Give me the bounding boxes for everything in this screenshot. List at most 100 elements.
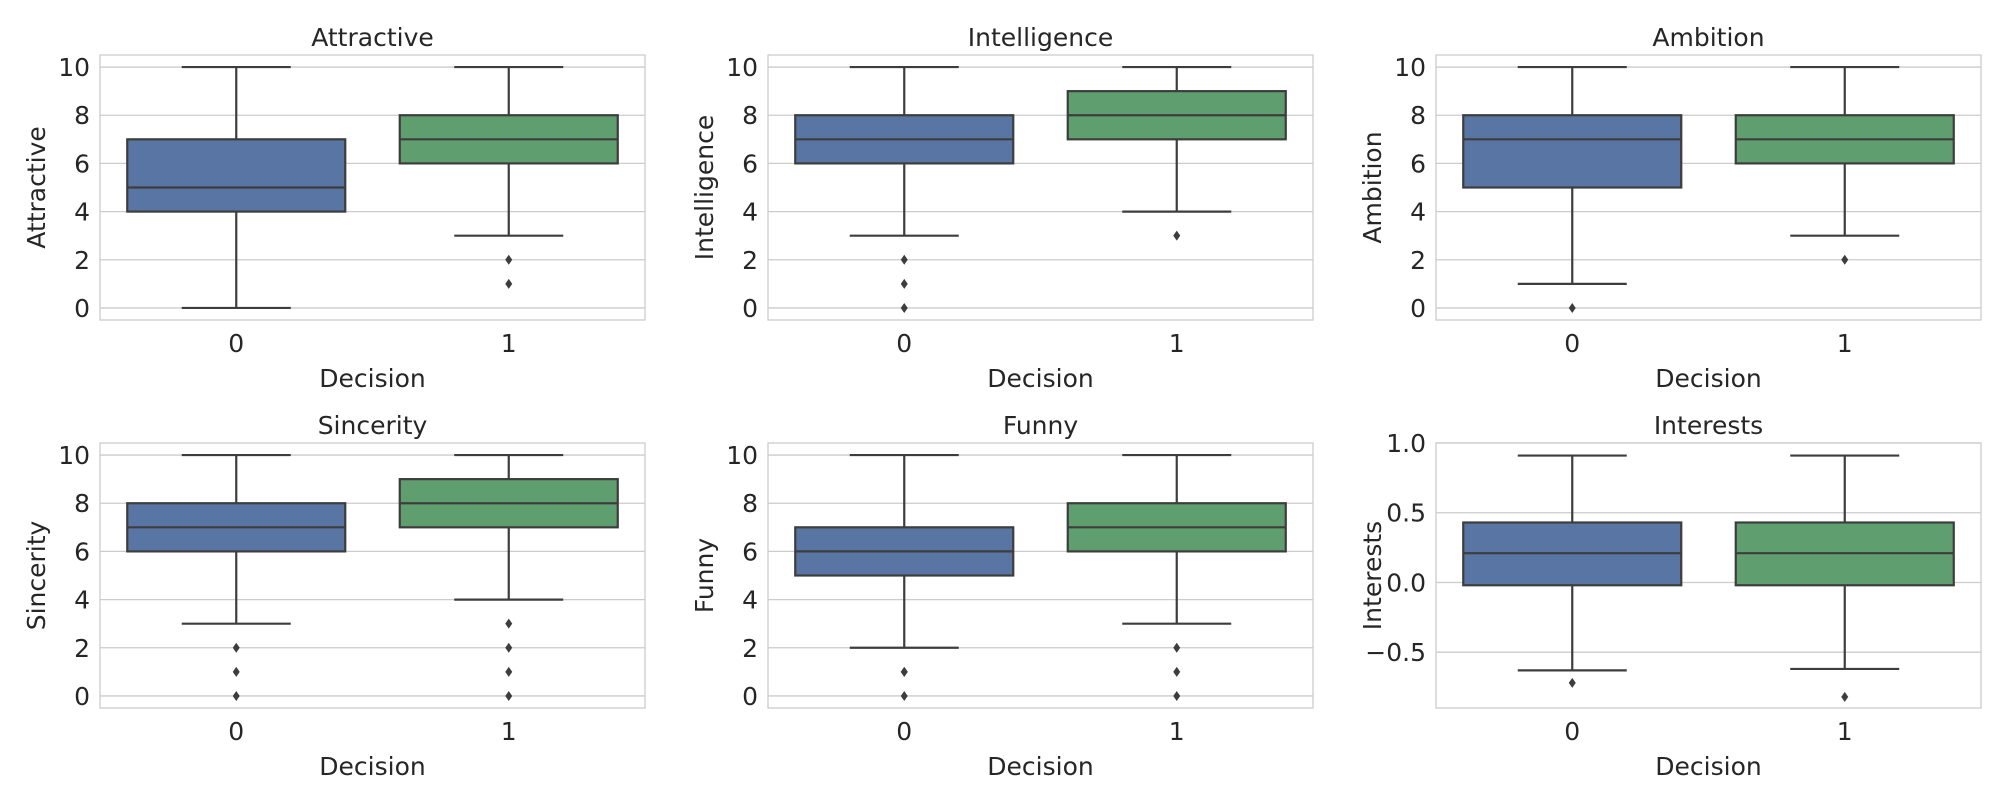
box-0 [126,453,347,701]
outlier-point [900,666,908,677]
outlier-point [900,254,908,265]
y-tick-label: 10 [58,441,90,470]
outlier-point [505,618,513,629]
x-axis-label: Decision [319,752,425,781]
iqr-box [1462,114,1683,189]
box-0 [126,65,347,310]
plot-frame [1435,54,1982,321]
box-1 [1066,65,1287,241]
x-tick-label: 1 [1837,329,1853,358]
outlier-point [505,666,513,677]
box-0 [794,453,1015,701]
x-tick-label: 0 [896,329,912,358]
plot-frame [99,442,646,709]
plot-frame [767,442,1314,709]
y-tick-label: 0 [74,682,90,711]
y-tick-label: 10 [726,53,758,82]
y-tick-label: 6 [1410,149,1426,178]
panel-interests: −0.5 0.0 0.5 1.0 0 1 Interests Decision Interest… [1358,411,1982,781]
panel-title: Intelligence [968,23,1113,52]
y-tick-label: 0 [742,682,758,711]
y-tick-label: 2 [74,246,90,275]
y-tick-label: 6 [742,537,758,566]
outlier-point [900,302,908,313]
outlier-point [232,666,240,677]
y-tick-label: 1.0 [1386,429,1426,458]
x-tick-label: 0 [1564,329,1580,358]
y-axis-label: Intelligence [690,115,719,260]
iqr-box [126,138,347,213]
y-tick-label: 4 [74,198,90,227]
x-tick-label: 0 [896,717,912,746]
outlier-point [1173,642,1181,653]
box-1 [398,65,619,289]
y-axis-label: Attractive [22,126,51,249]
outlier-point [1173,230,1181,241]
x-tick-label: 1 [1169,329,1185,358]
y-tick-label: 0 [1410,294,1426,323]
panel-title: Sincerity [318,411,428,440]
outlier-point [505,254,513,265]
x-axis-label: Decision [319,364,425,393]
outlier-point [232,642,240,653]
y-tick-label: 8 [74,489,90,518]
x-tick-label: 0 [228,329,244,358]
panel-ambition: 0 2 4 6 8 10 0 1 Ambition Decision Ambition [1358,23,1982,393]
y-tick-label: 2 [1410,246,1426,275]
box-1 [1734,454,1955,702]
box-0 [794,65,1015,313]
outlier-point [1173,690,1181,701]
y-axis-label: Interests [1358,521,1387,630]
x-tick-label: 1 [1169,717,1185,746]
y-tick-label: 4 [1410,198,1426,227]
x-tick-label: 0 [1564,717,1580,746]
outlier-point [1568,302,1576,313]
y-tick-label: 10 [726,441,758,470]
plot-frame [767,54,1314,321]
y-tick-label: 8 [742,101,758,130]
panel-title: Interests [1654,411,1763,440]
outlier-point [1841,254,1849,265]
y-tick-label: 6 [742,149,758,178]
box-1 [398,453,619,701]
panel-title: Attractive [311,23,434,52]
y-tick-label: 0 [742,294,758,323]
box-0 [1462,454,1683,688]
x-axis-label: Decision [1655,752,1761,781]
y-tick-label: 4 [742,586,758,615]
y-tick-label: 0.0 [1386,568,1426,597]
y-tick-label: 4 [742,198,758,227]
panel-intelligence: 0 2 4 6 8 10 0 1 Intelligence Decision Intelligenc… [690,23,1314,393]
outlier-point [505,278,513,289]
outlier-point [1841,691,1849,702]
box-0 [1462,65,1683,313]
y-tick-label: 10 [58,53,90,82]
x-tick-label: 0 [228,717,244,746]
y-tick-label: −0.5 [1365,638,1426,667]
y-tick-label: 10 [1394,53,1426,82]
y-tick-label: 2 [742,246,758,275]
panel-title: Funny [1003,411,1079,440]
panel-attractive: 0 2 4 6 8 10 0 1 Attractive Decision Attractive [22,23,646,393]
x-tick-label: 1 [501,717,517,746]
y-tick-label: 8 [74,101,90,130]
x-axis-label: Decision [987,752,1093,781]
y-tick-label: 2 [742,634,758,663]
box-1 [1066,453,1287,701]
x-axis-label: Decision [1655,364,1761,393]
box-1 [1734,65,1955,265]
x-tick-label: 1 [1837,717,1853,746]
y-axis-label: Sincerity [22,520,51,630]
panel-title: Ambition [1652,23,1764,52]
outlier-point [1568,677,1576,688]
y-tick-label: 8 [742,489,758,518]
y-tick-label: 0.5 [1386,499,1426,528]
y-axis-label: Funny [690,538,719,614]
outlier-point [505,642,513,653]
y-tick-label: 2 [74,634,90,663]
y-tick-label: 0 [74,294,90,323]
outlier-point [900,690,908,701]
x-tick-label: 1 [501,329,517,358]
y-tick-label: 6 [74,537,90,566]
